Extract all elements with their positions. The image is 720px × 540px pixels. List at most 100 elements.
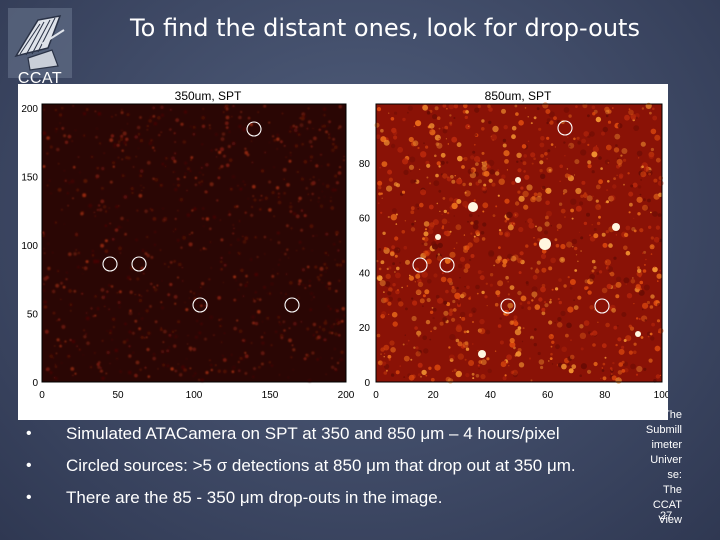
map-noise [382,231,386,235]
map-noise [169,128,172,131]
dropout-circle [412,257,428,273]
map-noise [426,163,431,168]
map-noise [96,307,100,311]
map-noise [417,281,424,288]
map-noise [238,220,241,223]
map-noise [271,274,275,278]
map-noise [134,135,138,139]
map-noise [636,196,643,203]
map-noise [410,179,415,184]
map-noise [613,325,618,330]
map-noise [530,152,536,158]
map-noise [420,375,422,378]
map-noise [61,324,66,329]
map-noise [609,367,613,370]
map-noise [75,248,78,252]
map-noise [423,231,429,237]
map-noise [309,308,313,312]
map-noise [545,215,549,220]
map-noise [510,370,515,375]
map-noise [374,122,380,128]
map-noise [560,258,564,261]
map-noise [656,319,661,323]
map-noise [506,211,513,219]
map-noise [519,251,524,256]
map-noise [423,142,425,144]
map-noise [447,143,449,145]
map-noise [640,336,644,339]
side-note-line: Submill [645,424,682,436]
map-noise [605,230,609,234]
map-noise [320,165,323,168]
map-noise [111,317,116,322]
map-noise [591,224,593,226]
map-noise [288,338,292,343]
map-noise [218,167,221,170]
map-noise [209,315,214,320]
map-noise [220,256,223,260]
map-noise [456,199,462,204]
map-noise [312,127,314,130]
map-noise [104,210,108,213]
map-noise [545,190,548,193]
map-noise [589,305,594,310]
map-noise [581,180,586,185]
map-noise [550,257,556,264]
map-noise [468,360,475,366]
map-noise [650,294,655,299]
map-noise [521,306,524,309]
map-noise [236,319,239,322]
map-noise [556,223,562,229]
map-noise [393,271,396,273]
map-noise [407,111,409,114]
map-noise [66,278,68,280]
map-noise [233,275,237,279]
map-noise [189,290,192,293]
map-noise [188,242,193,247]
map-noise [632,277,634,279]
map-noise [263,332,266,334]
map-noise [412,140,419,147]
map-noise [184,301,186,304]
side-note-line: imeter [651,439,682,451]
map-noise [63,223,65,225]
map-noise [300,320,303,323]
map-noise [146,124,150,128]
map-noise [339,358,343,362]
map-noise [343,314,346,317]
map-noise [70,179,75,184]
map-noise [220,268,223,271]
map-noise [472,343,474,345]
map-noise [560,208,566,214]
map-noise [94,110,97,113]
map-noise [104,224,108,227]
map-noise [538,127,542,131]
map-noise [441,213,443,216]
map-noise [534,328,537,331]
map-noise [138,298,143,303]
map-noise [487,164,491,169]
map-noise [328,331,332,334]
right-panel-title: 850um, SPT [485,89,552,103]
map-noise [120,134,124,138]
map-noise [199,183,202,186]
map-noise [152,177,155,180]
map-noise [77,156,80,158]
map-noise [223,263,227,267]
map-noise [57,318,61,321]
map-noise [434,154,437,158]
map-noise [177,363,179,365]
map-noise [100,369,103,373]
map-noise [232,232,235,235]
map-noise [472,150,476,154]
map-noise [473,236,480,243]
map-noise [257,111,260,114]
map-noise [413,125,416,128]
map-noise [231,174,236,179]
map-noise [119,252,122,254]
map-noise [308,280,311,282]
map-noise [327,254,329,256]
map-noise [252,298,255,300]
map-noise [643,284,650,291]
map-noise [567,276,570,279]
